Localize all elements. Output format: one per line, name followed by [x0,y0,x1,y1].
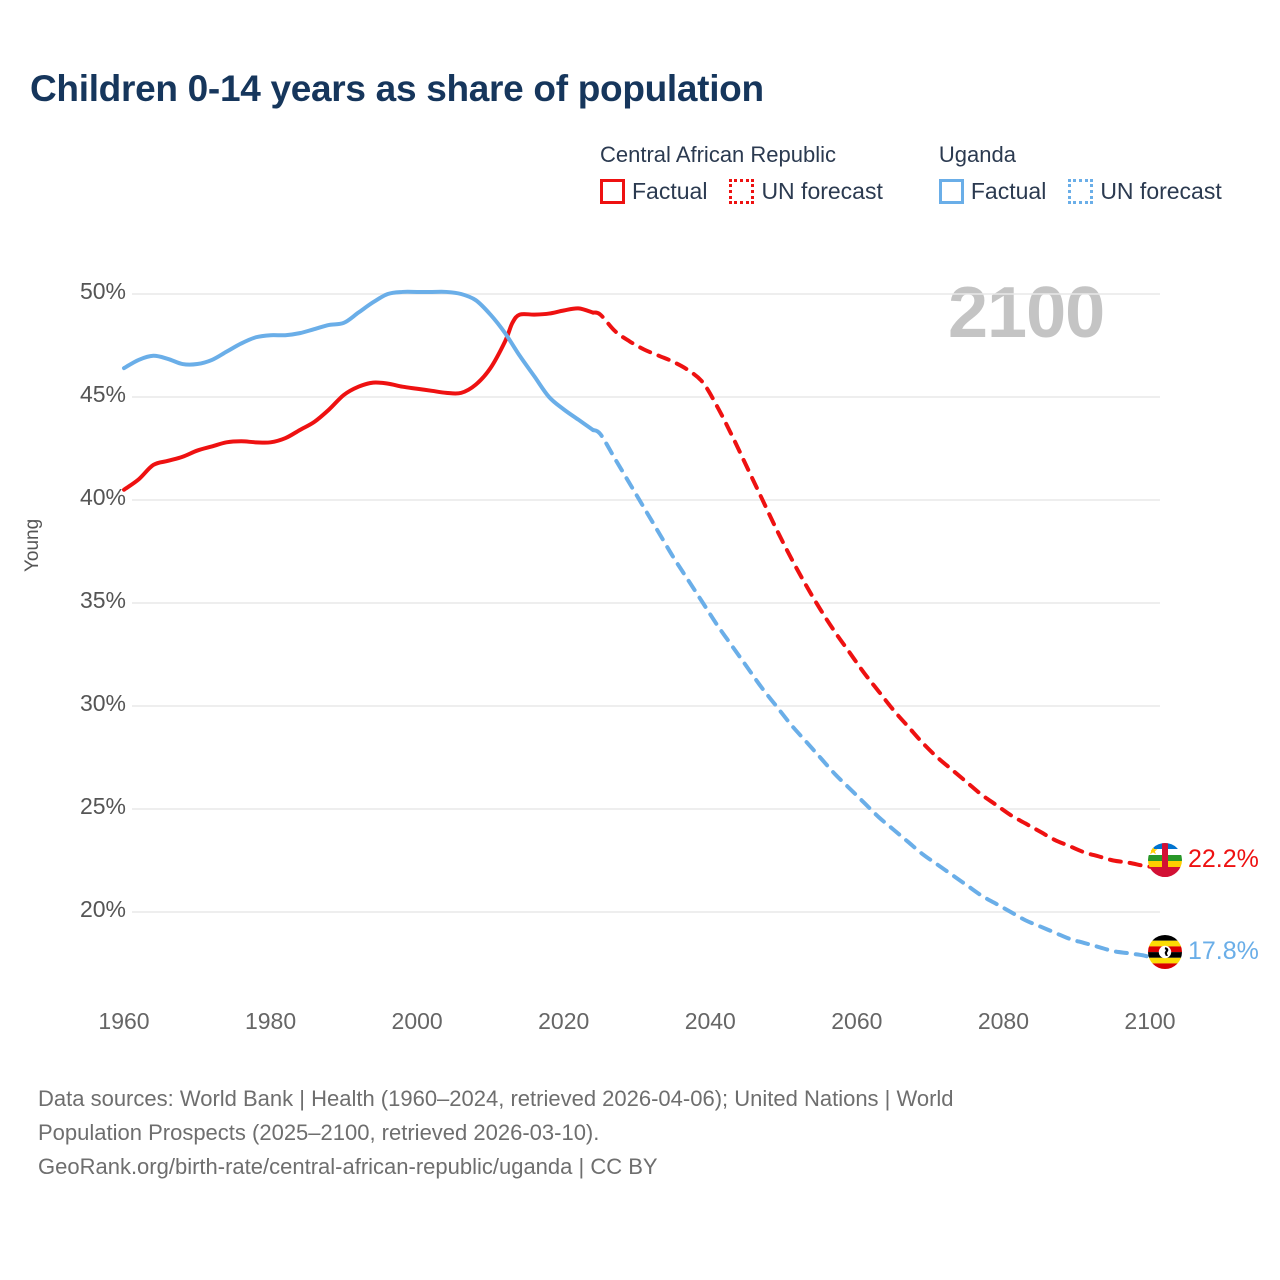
central-african-republic-flag-icon [1148,843,1182,877]
footer-line-2: Population Prospects (2025–2100, retriev… [38,1120,600,1146]
legend-country-label: Uganda [938,142,1016,167]
legend-item-uganda-factual[interactable]: Factual [938,178,1047,205]
y-axis-tick-label: 30% [79,690,126,716]
legend-item-car-factual[interactable]: Factual [600,178,707,205]
y-axis-label: Young [22,518,43,572]
legend-item-label: Factual [632,178,708,204]
legend-swatch-dotted-icon [729,179,755,204]
legend-swatch-solid-icon [600,179,625,204]
legend-group-uganda: Uganda Factual UN forecast [938,142,1222,205]
legend-item-label: UN forecast [761,178,883,204]
series-line-factual-uganda [122,289,596,432]
y-axis-tick-label: 45% [79,381,126,407]
footer-line-3: GeoRank.org/birth-rate/central-african-r… [38,1154,658,1180]
series-line-forecast-uganda [591,427,1152,960]
gridlines [132,293,1160,913]
series-lines [122,289,1152,960]
x-axis-tick-label: 1960 [98,1008,150,1034]
footer-line-1: Data sources: World Bank | Health (1960–… [38,1086,954,1111]
chart-legend: Central African Republic Factual UN fore… [600,142,1222,205]
legend-item-uganda-forecast[interactable]: UN forecast [1068,178,1222,205]
series-line-forecast-central-african-republic [591,310,1152,869]
x-axis-tick-label: 2000 [391,1008,443,1034]
y-axis-tick-label: 25% [79,793,126,819]
footer-sources: Data sources: World Bank | Health (1960–… [38,1082,1228,1184]
x-axis-tick-label: 2060 [831,1008,883,1034]
legend-group-car: Central African Republic Factual UN fore… [600,142,883,205]
y-axis-tick-label: 20% [79,896,126,922]
x-axis-tick-label: 2100 [1124,1008,1176,1034]
y-axis-tick-label: 50% [79,278,126,304]
legend-item-car-forecast[interactable]: UN forecast [729,178,883,205]
x-axis-tick-label: 1980 [244,1008,297,1034]
legend-country-label: Central African Republic [600,142,837,167]
x-axis-tick-label: 2020 [538,1008,590,1034]
series-line-factual-central-african-republic [122,306,596,492]
endpoint-value-uganda: 17.8% [1188,937,1259,965]
endpoint-value-central-african-republic: 22.2% [1188,845,1259,873]
x-axis-tick-label: 2080 [977,1008,1029,1034]
uganda-flag-icon [1148,935,1182,969]
year-watermark: 2100 [948,273,1105,353]
legend-item-label: UN forecast [1100,178,1222,204]
legend-swatch-solid-icon [938,179,964,204]
y-axis-tick-label: 40% [79,484,126,510]
page-title: Children 0-14 years as share of populati… [30,68,764,109]
legend-swatch-dotted-icon [1068,179,1094,204]
legend-item-label: Factual [970,178,1047,204]
x-axis-tick-label: 2040 [684,1008,736,1034]
y-axis-tick-label: 35% [79,587,126,613]
